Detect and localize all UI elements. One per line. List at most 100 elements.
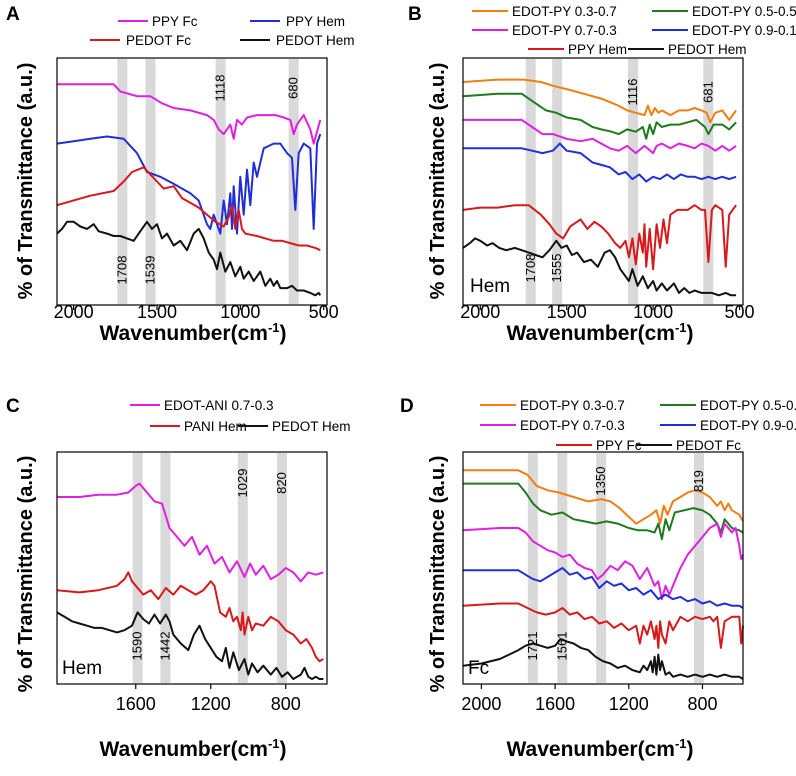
- legend-label: EDOT-PY 0.9-0.1: [700, 418, 796, 433]
- annotation-1561: 1561: [554, 632, 569, 661]
- series-pedot-hem: [462, 237, 737, 297]
- series-edot-ani-0-7-0-3: [57, 482, 324, 583]
- legend-label: PEDOT Fc: [126, 33, 191, 48]
- legend-label: PPY Hem: [568, 42, 627, 57]
- legend-label: EDOT-PY 0.7-0.3: [520, 418, 625, 433]
- series-pedot-hem: [56, 220, 322, 297]
- annotation-1708: 1708: [523, 254, 538, 283]
- x-tick-label: 800: [271, 694, 301, 714]
- legend-label: EDOT-PY 0.5-0.5: [700, 398, 796, 413]
- x-axis-label-close: ): [687, 738, 694, 761]
- series-pedot-fc: [462, 638, 744, 680]
- annotation-680: 680: [286, 77, 301, 99]
- band-1116: [628, 59, 639, 304]
- band-1590: [132, 453, 143, 683]
- x-tick-label: 800: [687, 694, 717, 714]
- panel-a: A 2000 1500 1000 500 1708 1539 1118 680 % of Tran…: [6, 4, 355, 345]
- annotation-819: 819: [691, 470, 706, 492]
- legend-label: PEDOT Hem: [272, 419, 351, 434]
- legend-label: EDOT-ANI 0.7-0.3: [164, 398, 274, 413]
- x-axis-label-close: ): [280, 738, 287, 761]
- legend-label: PEDOT Hem: [276, 33, 355, 48]
- legend-label: PEDOT Fc: [676, 438, 741, 453]
- band-1442: [160, 453, 171, 683]
- x-tick-label: 500: [725, 302, 755, 322]
- inset-label: Fc: [468, 658, 489, 679]
- x-axis-label: Wavenumber(cm-1): [100, 320, 287, 345]
- x-tick-label: 2000: [461, 694, 501, 714]
- series-ppy-fc: [57, 83, 322, 145]
- series-edot-py-0-3-0-7: [463, 469, 744, 525]
- band-1721: [527, 453, 538, 683]
- x-axis-label-close: ): [280, 322, 287, 345]
- plot-frame: [462, 451, 744, 685]
- legend-label: EDOT-PY 0.7-0.3: [512, 23, 617, 38]
- y-axis-label: % of Transmittance (a.u.): [427, 63, 449, 300]
- x-axis-label-sup: -1: [268, 736, 280, 751]
- x-axis-label: Wavenumber(cm-1): [100, 736, 287, 761]
- x-tick-label: 2000: [460, 302, 500, 322]
- x-tick-label: 2000: [54, 302, 94, 322]
- x-axis-label-sup: -1: [268, 320, 280, 335]
- legend-label: PANI Hem: [184, 419, 247, 434]
- x-tick-label: 1500: [137, 302, 177, 322]
- band-1029: [237, 453, 248, 683]
- x-tick-label: 1500: [547, 302, 587, 322]
- y-axis-label: % of Transmittance (a.u.): [15, 456, 37, 693]
- annotation-1029: 1029: [235, 469, 250, 498]
- series-edot-py-0-5-0-5: [462, 92, 737, 140]
- series-ppy-fc: [462, 602, 744, 649]
- x-tick-label: 1000: [633, 302, 673, 322]
- band-819: [693, 453, 704, 683]
- annotation-820: 820: [274, 472, 289, 494]
- x-tick-label: 1600: [116, 694, 156, 714]
- x-tick-label: 1600: [535, 694, 575, 714]
- band-1539: [145, 59, 156, 304]
- band-1118: [215, 59, 226, 304]
- x-axis-label: Wavenumber(cm-1): [507, 736, 694, 761]
- band-1555: [552, 59, 563, 304]
- panel-label: A: [6, 4, 20, 25]
- legend-label: PPY Fc: [596, 438, 642, 453]
- panel-b: B 2000 1500 1000 500 1708 1555 1116 681 Hem % of T…: [408, 4, 796, 345]
- legend-label: PPY Fc: [152, 14, 198, 29]
- annotation-1555: 1555: [549, 254, 564, 283]
- series-edot-py-0-7-0-3: [462, 522, 744, 601]
- panel-c: C 1600 1200 800 1590 1442 1029 820 Hem % of Trans…: [6, 396, 351, 761]
- plot-frame: [56, 57, 328, 306]
- annotation-1116: 1116: [625, 79, 640, 106]
- x-tick-label: 1000: [220, 302, 260, 322]
- band-820: [277, 453, 287, 683]
- x-axis-label-main: Wavenumber(cm: [100, 322, 268, 345]
- x-axis-label-sup: -1: [675, 736, 687, 751]
- annotation-1721: 1721: [525, 632, 540, 661]
- series-pani-hem: [56, 571, 324, 663]
- x-tick-label: 1200: [191, 694, 231, 714]
- series-pedot-fc: [56, 166, 321, 252]
- band-1350: [596, 453, 607, 683]
- series-edot-py-0-7-0-3: [463, 118, 737, 155]
- plot-frame: [462, 57, 744, 306]
- annotation-1708: 1708: [114, 256, 129, 285]
- series-pedot-hem: [56, 611, 324, 680]
- inset-label: Hem: [62, 658, 102, 679]
- inset-label: Hem: [470, 276, 510, 297]
- y-axis-label: % of Transmittance (a.u.): [427, 456, 449, 693]
- legend-label: EDOT-PY 0.5-0.5: [692, 4, 796, 19]
- annotation-1118: 1118: [213, 75, 228, 102]
- annotation-1442: 1442: [157, 632, 172, 661]
- legend-label: EDOT-PY 0.3-0.7: [512, 4, 617, 19]
- annotation-681: 681: [700, 81, 715, 103]
- x-tick-label: 1200: [609, 694, 649, 714]
- panel-label: D: [400, 396, 414, 417]
- x-tick-label: 500: [309, 302, 339, 322]
- annotation-1350: 1350: [593, 467, 608, 496]
- x-axis-label-main: Wavenumber(cm: [100, 738, 268, 761]
- series-edot-py-0-9-0-1: [463, 142, 737, 183]
- band-1708: [525, 59, 536, 304]
- panel-label: C: [6, 396, 20, 417]
- legend-label: PPY Hem: [286, 14, 345, 29]
- panel-label: B: [408, 4, 422, 25]
- panel-d: D 2000 1600 1200 800 1721 1561 1350 819 Fc % of Tr…: [400, 396, 796, 761]
- x-axis-label-close: ): [687, 322, 694, 345]
